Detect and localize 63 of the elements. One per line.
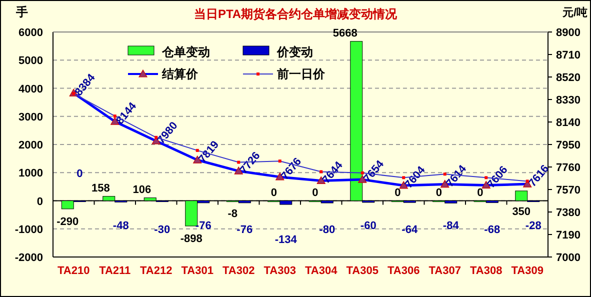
x-tick-label: TA306: [388, 265, 420, 277]
data-label: -48: [112, 220, 129, 232]
data-label: -64: [402, 224, 418, 236]
data-label: -60: [360, 220, 376, 232]
x-tick-label: TA308: [470, 265, 502, 277]
y2-tick-label: 7190: [556, 230, 580, 242]
data-label: -134: [274, 234, 298, 246]
y-tick-label: 4000: [18, 83, 43, 96]
chart-title: 当日PTA期货各合约仓单增减变动情况: [194, 7, 398, 21]
y-tick-label: 1000: [18, 168, 43, 180]
y-tick-label: -1000: [14, 224, 43, 236]
data-label: 5668: [332, 27, 358, 40]
x-tick-label: TA302: [222, 265, 255, 277]
data-label: 350: [512, 206, 531, 218]
legend-label: 仓单变动: [161, 45, 210, 59]
y-tick-label: 3000: [18, 111, 43, 124]
y2-tick-label: 7000: [556, 252, 580, 264]
legend-label: 结算价: [161, 67, 199, 81]
data-label: 0: [312, 186, 318, 199]
y2-tick-label: 7760: [556, 162, 580, 174]
x-tick-label: TA305: [346, 265, 378, 277]
data-label: 0: [477, 186, 484, 199]
y-tick-label: 6000: [18, 27, 43, 39]
data-label: -290: [56, 216, 79, 228]
y-tick-label: 0: [36, 196, 43, 208]
legend-label: 前一日价: [276, 67, 326, 81]
y-tick-label: 5000: [18, 55, 43, 68]
y2-tick-label: 8900: [556, 27, 580, 39]
data-label: 0: [270, 186, 277, 199]
data-label: 0: [436, 186, 442, 199]
x-tick-label: TA301: [181, 265, 214, 277]
y2-tick-label: 7380: [556, 207, 580, 219]
data-label: 0: [76, 168, 83, 180]
y2-axis-title: 元/吨: [561, 6, 588, 19]
data-label: -898: [180, 233, 202, 246]
data-label: 158: [92, 182, 110, 194]
y-tick-label: 2000: [18, 140, 43, 152]
x-tick-label: TA211: [99, 265, 131, 277]
data-label: 0: [394, 186, 401, 199]
x-tick-label: TA303: [264, 265, 296, 277]
data-label: -8: [228, 208, 238, 220]
data-label: -76: [195, 220, 212, 232]
data-label: 106: [132, 184, 152, 196]
data-label: -68: [484, 224, 500, 236]
data-label: -80: [319, 224, 336, 236]
y2-tick-label: 8520: [556, 72, 580, 84]
y-tick-label: -2000: [14, 252, 43, 264]
data-label: -84: [442, 220, 460, 232]
y2-tick-label: 8330: [556, 94, 580, 106]
x-tick-label: TA210: [58, 265, 90, 277]
data-label: -28: [525, 220, 542, 232]
y2-tick-label: 8710: [556, 50, 580, 62]
y2-tick-label: 7950: [556, 140, 580, 152]
data-label: -30: [154, 224, 170, 236]
y2-tick-label: 7570: [556, 184, 580, 196]
x-tick-label: TA304: [305, 265, 338, 277]
y2-tick-label: 8140: [556, 117, 580, 129]
x-tick-label: TA212: [140, 265, 172, 277]
data-label: -76: [236, 224, 253, 236]
x-tick-label: TA309: [511, 265, 544, 277]
x-tick-label: TA307: [428, 265, 461, 277]
legend-label: 价变动: [276, 45, 313, 59]
y-axis-title: 手: [15, 5, 28, 19]
